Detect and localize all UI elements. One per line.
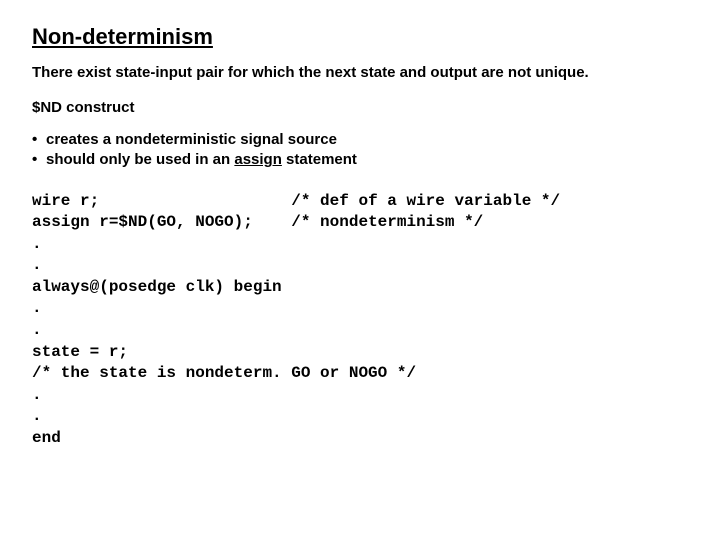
- code-line: always@(posedge clk) begin: [32, 278, 282, 296]
- code-block: wire r; /* def of a wire variable */ ass…: [32, 191, 688, 450]
- slide: Non-determinism There exist state-input …: [0, 0, 720, 450]
- code-col1: wire r;: [32, 192, 99, 210]
- code-line: .: [32, 321, 42, 339]
- bullet-dot-icon: •: [32, 150, 46, 170]
- code-line: .: [32, 299, 42, 317]
- code-line: .: [32, 386, 42, 404]
- code-line: /* the state is nondeterm. GO or NOGO */: [32, 364, 416, 382]
- bullet-item: •should only be used in an assign statem…: [32, 150, 688, 170]
- code-comment: /* def of a wire variable */: [291, 192, 560, 210]
- bullet-text-post: statement: [282, 151, 357, 168]
- code-line: .: [32, 256, 42, 274]
- code-comment: /* nondeterminism */: [291, 213, 483, 231]
- bullet-list: •creates a nondeterministic signal sourc…: [32, 130, 688, 171]
- page-title: Non-determinism: [32, 24, 688, 50]
- bullet-dot-icon: •: [32, 130, 46, 150]
- code-line: wire r; /* def of a wire variable */: [32, 192, 560, 210]
- construct-label: $ND construct: [32, 99, 688, 116]
- code-col1: assign r=$ND(GO, NOGO);: [32, 213, 253, 231]
- code-line: state = r;: [32, 343, 128, 361]
- code-line: .: [32, 407, 42, 425]
- code-line: end: [32, 429, 61, 447]
- intro-text: There exist state-input pair for which t…: [32, 64, 688, 81]
- bullet-item: •creates a nondeterministic signal sourc…: [32, 130, 688, 150]
- code-line: assign r=$ND(GO, NOGO); /* nondeterminis…: [32, 213, 483, 231]
- bullet-text-underlined: assign: [234, 151, 282, 168]
- bullet-text: creates a nondeterministic signal source: [46, 131, 337, 148]
- code-line: .: [32, 235, 42, 253]
- bullet-text-pre: should only be used in an: [46, 151, 234, 168]
